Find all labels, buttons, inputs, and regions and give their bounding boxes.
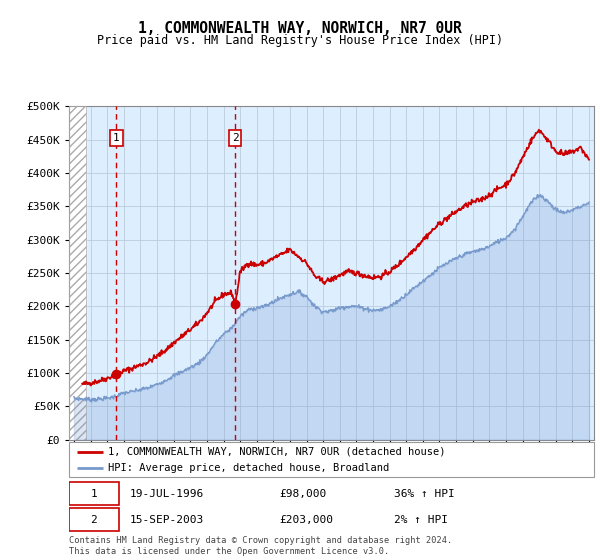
- Text: HPI: Average price, detached house, Broadland: HPI: Average price, detached house, Broa…: [109, 463, 389, 473]
- Text: 1, COMMONWEALTH WAY, NORWICH, NR7 0UR: 1, COMMONWEALTH WAY, NORWICH, NR7 0UR: [138, 21, 462, 36]
- Bar: [69, 106, 86, 440]
- Text: 19-JUL-1996: 19-JUL-1996: [130, 489, 203, 498]
- Text: £98,000: £98,000: [279, 489, 326, 498]
- Text: 2: 2: [232, 133, 239, 143]
- FancyBboxPatch shape: [69, 508, 119, 531]
- Bar: [69, 106, 86, 440]
- Text: 36% ↑ HPI: 36% ↑ HPI: [395, 489, 455, 498]
- Text: 1: 1: [113, 133, 120, 143]
- FancyBboxPatch shape: [69, 442, 594, 477]
- Text: 1: 1: [91, 489, 97, 498]
- Text: 2% ↑ HPI: 2% ↑ HPI: [395, 515, 449, 525]
- Text: Contains HM Land Registry data © Crown copyright and database right 2024.
This d: Contains HM Land Registry data © Crown c…: [69, 536, 452, 556]
- FancyBboxPatch shape: [69, 482, 119, 505]
- Text: 1, COMMONWEALTH WAY, NORWICH, NR7 0UR (detached house): 1, COMMONWEALTH WAY, NORWICH, NR7 0UR (d…: [109, 447, 446, 457]
- Text: £203,000: £203,000: [279, 515, 333, 525]
- Text: Price paid vs. HM Land Registry's House Price Index (HPI): Price paid vs. HM Land Registry's House …: [97, 34, 503, 46]
- Text: 15-SEP-2003: 15-SEP-2003: [130, 515, 203, 525]
- Text: 2: 2: [91, 515, 97, 525]
